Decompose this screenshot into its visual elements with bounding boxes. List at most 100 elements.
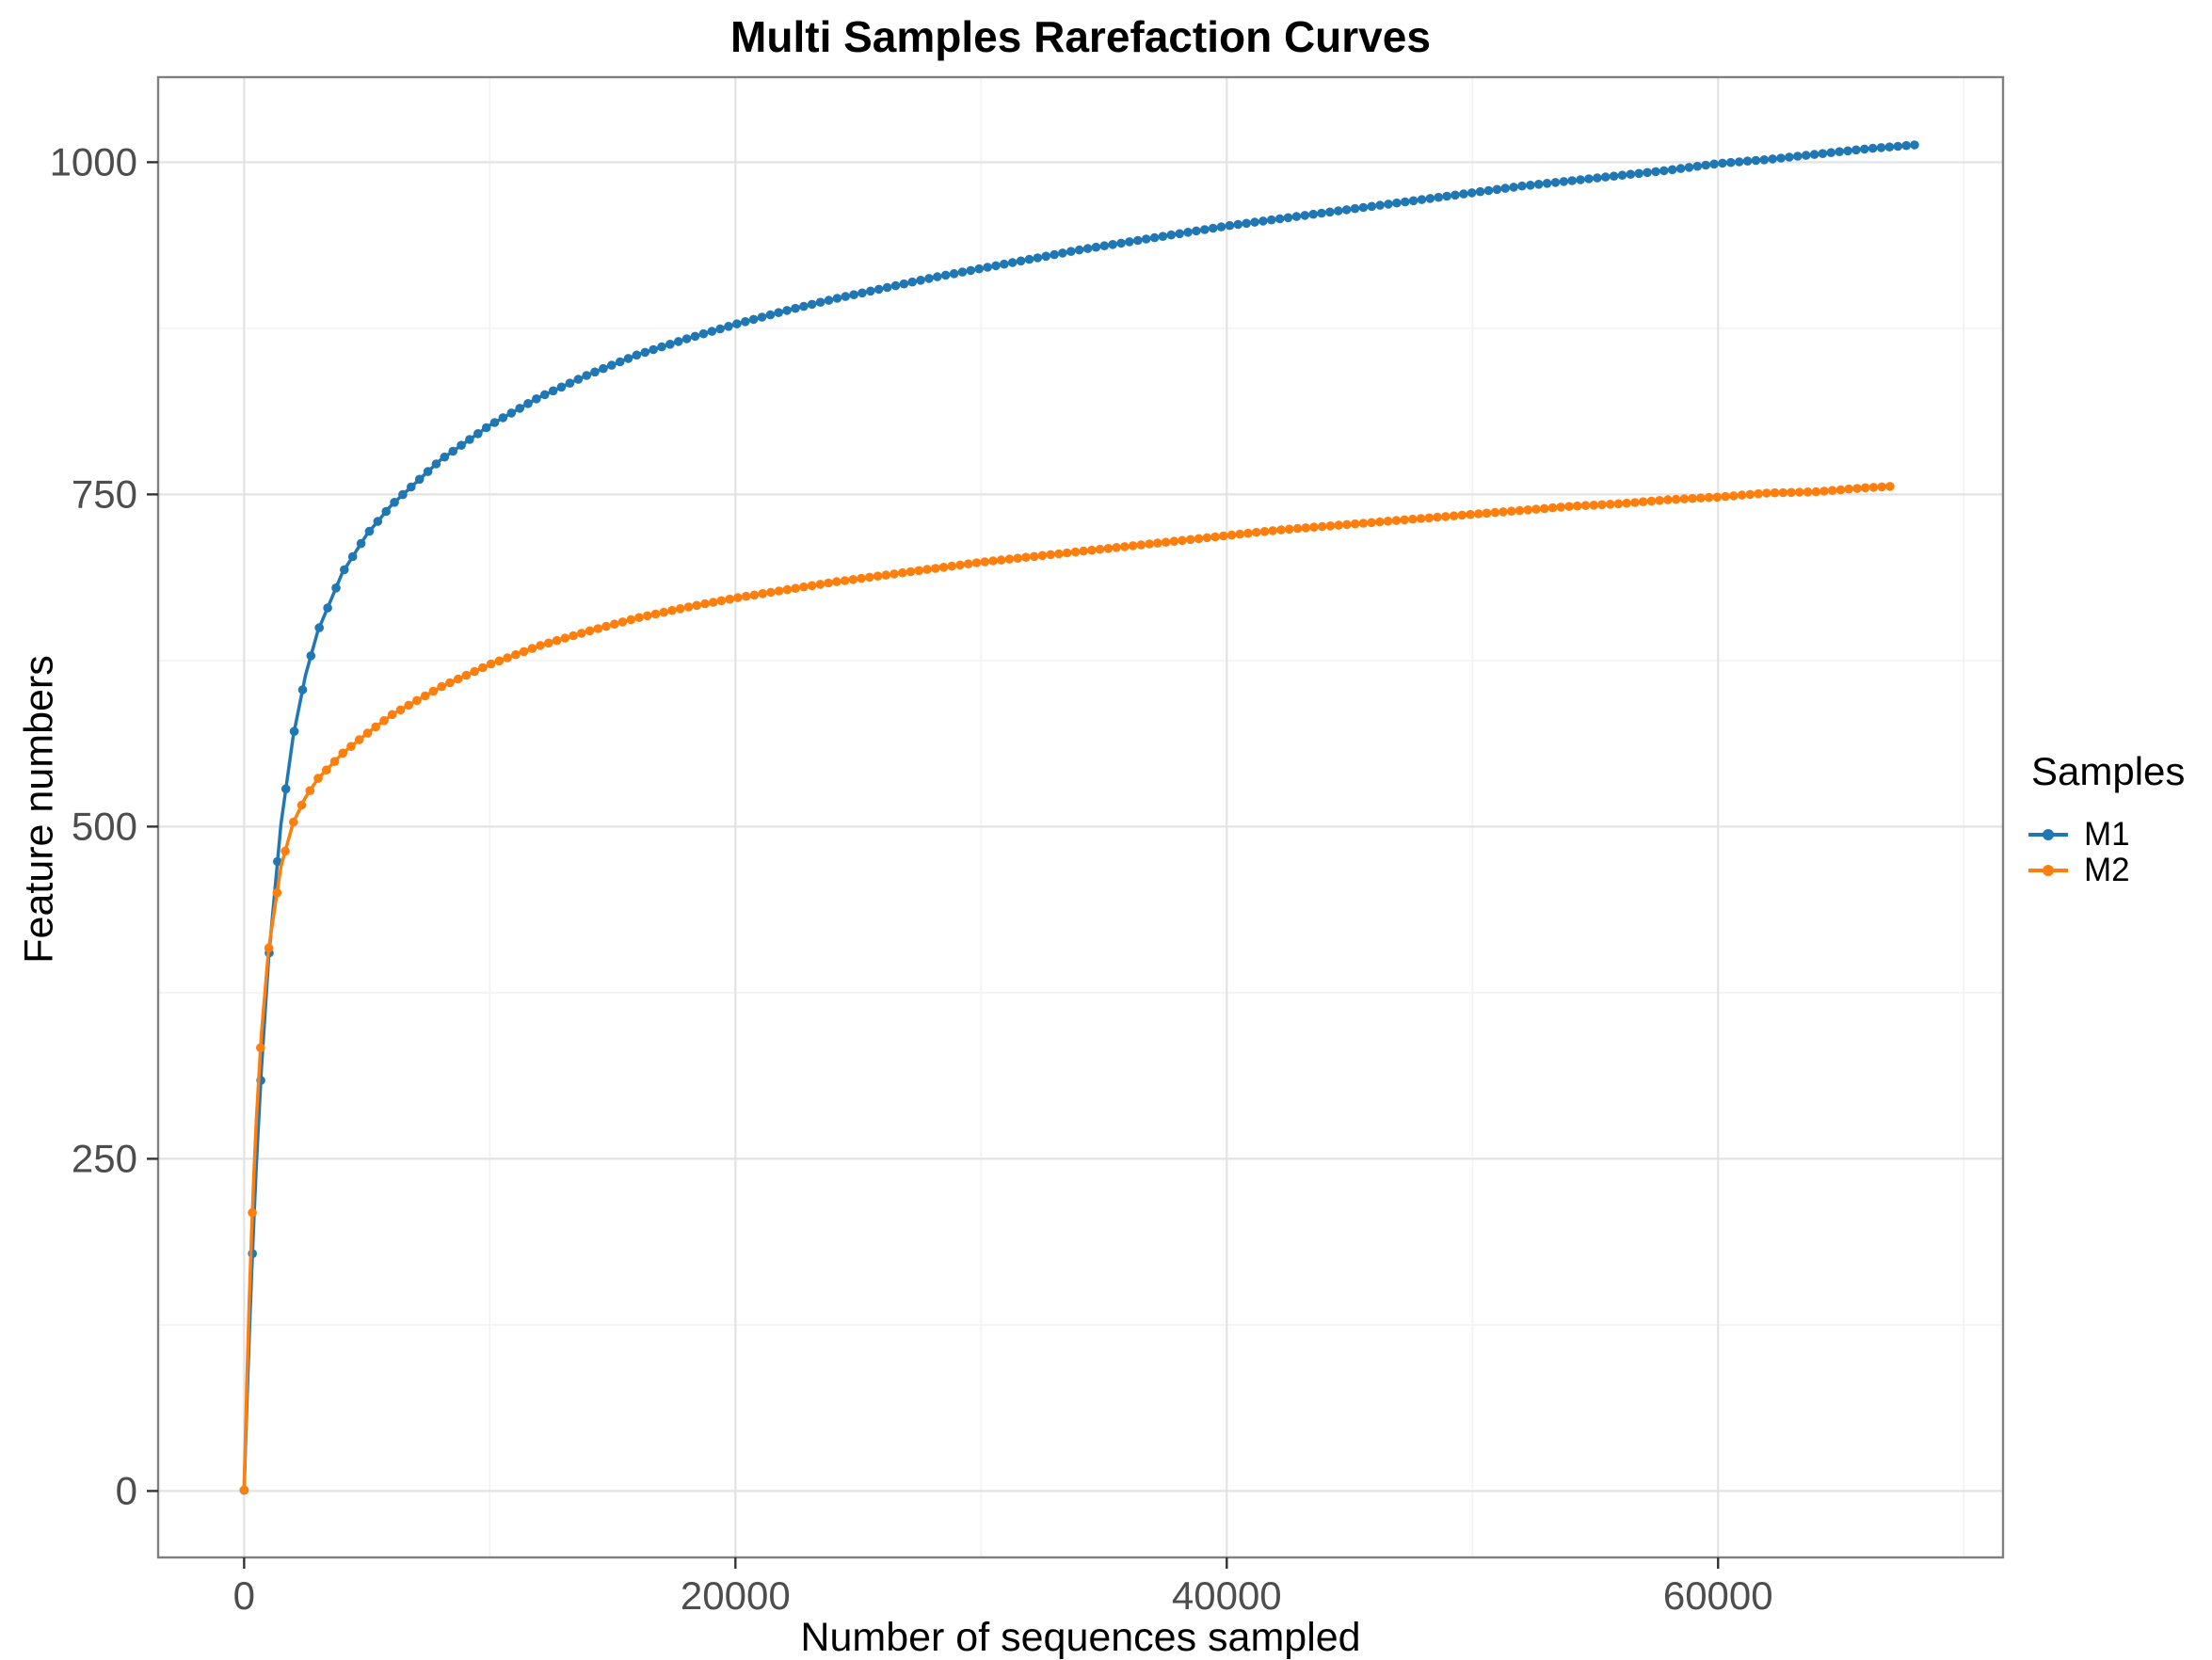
data-point: [1136, 540, 1146, 550]
data-point: [1622, 498, 1631, 508]
data-point: [1186, 535, 1195, 545]
data-point: [1651, 167, 1660, 177]
data-point: [1400, 515, 1409, 525]
data-point: [540, 390, 550, 400]
y-tick-label: 1000: [50, 139, 137, 184]
data-point: [1852, 484, 1862, 493]
data-point: [515, 404, 524, 413]
data-point: [890, 280, 901, 291]
data-point: [849, 290, 858, 300]
data-point: [1759, 155, 1770, 165]
data-point: [364, 526, 375, 536]
data-point: [1007, 258, 1018, 267]
data-point: [1593, 173, 1602, 183]
data-point: [683, 602, 694, 612]
data-point: [1210, 532, 1220, 542]
data-point: [1424, 513, 1435, 523]
data-point: [881, 570, 891, 580]
y-tick-label: 750: [72, 471, 137, 516]
data-point: [1325, 207, 1335, 217]
data-point: [593, 624, 603, 633]
data-point: [404, 700, 414, 710]
legend-key-m1-icon: [2028, 829, 2068, 840]
data-point: [1492, 184, 1502, 195]
data-point: [632, 350, 642, 360]
data-point: [1235, 529, 1244, 539]
data-point: [966, 265, 976, 276]
data-point: [1334, 520, 1343, 530]
data-point: [1634, 168, 1643, 179]
data-point: [1417, 195, 1427, 204]
data-point: [1696, 493, 1706, 503]
data-point: [898, 567, 907, 578]
data-point: [1301, 523, 1310, 533]
data-point: [1547, 503, 1558, 513]
data-point: [1016, 256, 1026, 266]
data-point: [1818, 149, 1828, 158]
data-point: [1004, 554, 1015, 564]
data-point: [1166, 230, 1177, 240]
data-point: [465, 435, 474, 444]
data-point: [445, 678, 455, 688]
data-point: [748, 314, 759, 325]
data-point: [1041, 251, 1050, 262]
data-point: [1630, 498, 1640, 507]
data-point: [461, 670, 472, 680]
data-point: [1751, 155, 1761, 166]
data-point: [634, 613, 644, 622]
data-point: [536, 641, 545, 650]
data-point: [272, 888, 282, 898]
data-point: [297, 685, 308, 694]
plot-title: Multi Samples Rarefaction Curves: [730, 12, 1431, 61]
data-point: [1533, 180, 1544, 189]
data-point: [239, 1485, 249, 1495]
data-point: [1467, 188, 1477, 198]
data-point: [1317, 521, 1327, 532]
data-point: [681, 334, 692, 343]
data-point: [305, 786, 315, 795]
data-point: [1358, 519, 1369, 528]
data-point: [841, 292, 850, 301]
data-point: [379, 716, 389, 726]
data-point: [824, 295, 834, 305]
data-point: [1770, 487, 1780, 498]
data-point: [1082, 244, 1093, 253]
data-point: [1128, 541, 1138, 551]
data-point: [824, 578, 833, 588]
y-axis-title: Feature numbers: [16, 655, 62, 964]
data-point: [1058, 248, 1067, 258]
data-point: [1449, 511, 1459, 520]
data-point: [650, 609, 661, 619]
data-point: [273, 856, 282, 867]
data-point: [1251, 527, 1261, 537]
data-point: [503, 653, 512, 662]
data-point: [1867, 143, 1878, 153]
legend: Samples M1 M2: [2026, 749, 2185, 888]
data-point: [1556, 503, 1565, 512]
data-point: [1826, 148, 1836, 157]
data-point: [1208, 223, 1218, 233]
data-point: [741, 317, 750, 327]
data-point: [1539, 503, 1549, 514]
data-point: [1684, 163, 1694, 172]
data-point: [832, 577, 842, 586]
data-point: [1029, 551, 1039, 562]
data-point: [1729, 491, 1739, 501]
data-point: [398, 489, 408, 500]
data-point: [1785, 152, 1794, 162]
data-point: [733, 593, 743, 602]
data-point: [643, 611, 652, 621]
data-point: [1276, 525, 1286, 535]
data-point: [732, 319, 742, 329]
data-point: [1490, 507, 1500, 518]
data-point: [758, 589, 767, 599]
data-point: [1523, 505, 1533, 515]
data-point: [1778, 487, 1788, 498]
data-point: [938, 563, 949, 572]
data-point: [1509, 183, 1518, 192]
data-point: [1776, 153, 1786, 163]
data-point: [865, 572, 874, 583]
data-point: [690, 331, 700, 342]
data-point: [1584, 174, 1594, 184]
series-points-m2: [239, 482, 1895, 1495]
